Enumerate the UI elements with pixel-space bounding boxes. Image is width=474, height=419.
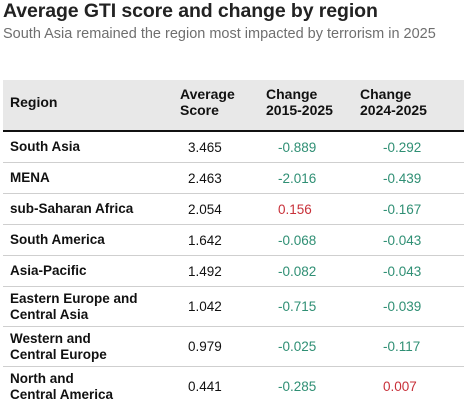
table-row: South America 1.642 -0.068 -0.043 [3, 225, 464, 256]
change-2015-2025-cell: -0.285 [278, 379, 317, 394]
region-cell: South America [10, 232, 105, 247]
header-average-score-line2: Score [180, 102, 219, 118]
change-2024-2025-cell: -0.043 [383, 232, 422, 248]
region-cell-line: Western and [10, 330, 91, 346]
region-cell-text: North and Central America [10, 371, 113, 403]
score-cell: 2.463 [188, 170, 222, 186]
change-2015-2025-cell: -0.068 [278, 232, 317, 248]
change-2015-2025-cell: -0.715 [278, 299, 317, 314]
change-2015-2025-cell: 0.156 [278, 201, 312, 217]
header-average-score: Average Score [180, 86, 235, 118]
region-cell: Eastern Europe and Central Asia [10, 287, 175, 326]
table-row: Western and Central Europe 0.979 -0.025 -0.1… [3, 327, 464, 367]
region-cell-line: Central Asia [10, 306, 89, 322]
score-cell: 0.979 [188, 339, 222, 354]
region-cell: Asia-Pacific [10, 263, 87, 278]
score-cell: 1.492 [188, 263, 222, 279]
change-2015-2025-cell: -0.889 [278, 139, 317, 155]
change-2024-2025-cell: 0.007 [383, 379, 417, 394]
score-cell: 1.042 [188, 299, 222, 314]
table-header: Region Average Score Change 2015-2025 Ch… [3, 80, 464, 132]
header-change-2015-line2: 2015-2025 [266, 102, 333, 118]
table-row: North and Central America 0.441 -0.285 0.007 [3, 367, 464, 406]
table-row: South Asia 3.465 -0.889 -0.292 [3, 132, 464, 163]
region-cell: MENA [10, 170, 50, 185]
region-cell-line: Central Europe [10, 346, 107, 362]
header-average-score-line1: Average [180, 86, 235, 102]
header-change-2024-line2: 2024-2025 [360, 102, 427, 118]
change-2024-2025-cell: -0.043 [383, 263, 422, 279]
header-region: Region [10, 94, 58, 110]
change-2015-2025-cell: -0.025 [278, 339, 317, 354]
gti-table: Region Average Score Change 2015-2025 Ch… [3, 80, 464, 406]
region-cell-text: Eastern Europe and Central Asia [10, 291, 138, 323]
region-cell: North and Central America [10, 367, 175, 406]
region-cell-line: Eastern Europe and [10, 290, 138, 306]
score-cell: 1.642 [188, 232, 222, 248]
change-2024-2025-cell: -0.039 [383, 299, 422, 314]
change-2024-2025-cell: -0.167 [383, 201, 422, 217]
region-cell: Western and Central Europe [10, 327, 175, 366]
region-cell: sub-Saharan Africa [10, 201, 134, 216]
change-2015-2025-cell: -2.016 [278, 170, 317, 186]
change-2024-2025-cell: -0.439 [383, 170, 422, 186]
change-2024-2025-cell: -0.117 [383, 339, 421, 354]
header-change-2015-2025: Change 2015-2025 [266, 86, 333, 118]
header-change-2024-line1: Change [360, 86, 412, 102]
page-title: Average GTI score and change by region [3, 0, 378, 22]
table-row: sub-Saharan Africa 2.054 0.156 -0.167 [3, 194, 464, 225]
header-change-2024-2025: Change 2024-2025 [360, 86, 427, 118]
table-row: Asia-Pacific 1.492 -0.082 -0.043 [3, 256, 464, 287]
table-row: Eastern Europe and Central Asia 1.042 -0.71… [3, 287, 464, 327]
table-body: South Asia 3.465 -0.889 -0.292 MENA 2.463 -2.0… [3, 132, 464, 406]
region-cell: South Asia [10, 139, 81, 154]
change-2015-2025-cell: -0.082 [278, 263, 317, 279]
header-change-2015-line1: Change [266, 86, 318, 102]
region-cell-text: Western and Central Europe [10, 331, 107, 363]
change-2024-2025-cell: -0.292 [383, 139, 422, 155]
score-cell: 2.054 [188, 201, 222, 217]
score-cell: 3.465 [188, 139, 222, 155]
table-row: MENA 2.463 -2.016 -0.439 [3, 163, 464, 194]
page-subtitle: South Asia remained the region most impa… [3, 26, 436, 42]
region-cell-line: Central America [10, 386, 114, 402]
score-cell: 0.441 [188, 379, 222, 394]
region-cell-line: North and [10, 370, 74, 386]
